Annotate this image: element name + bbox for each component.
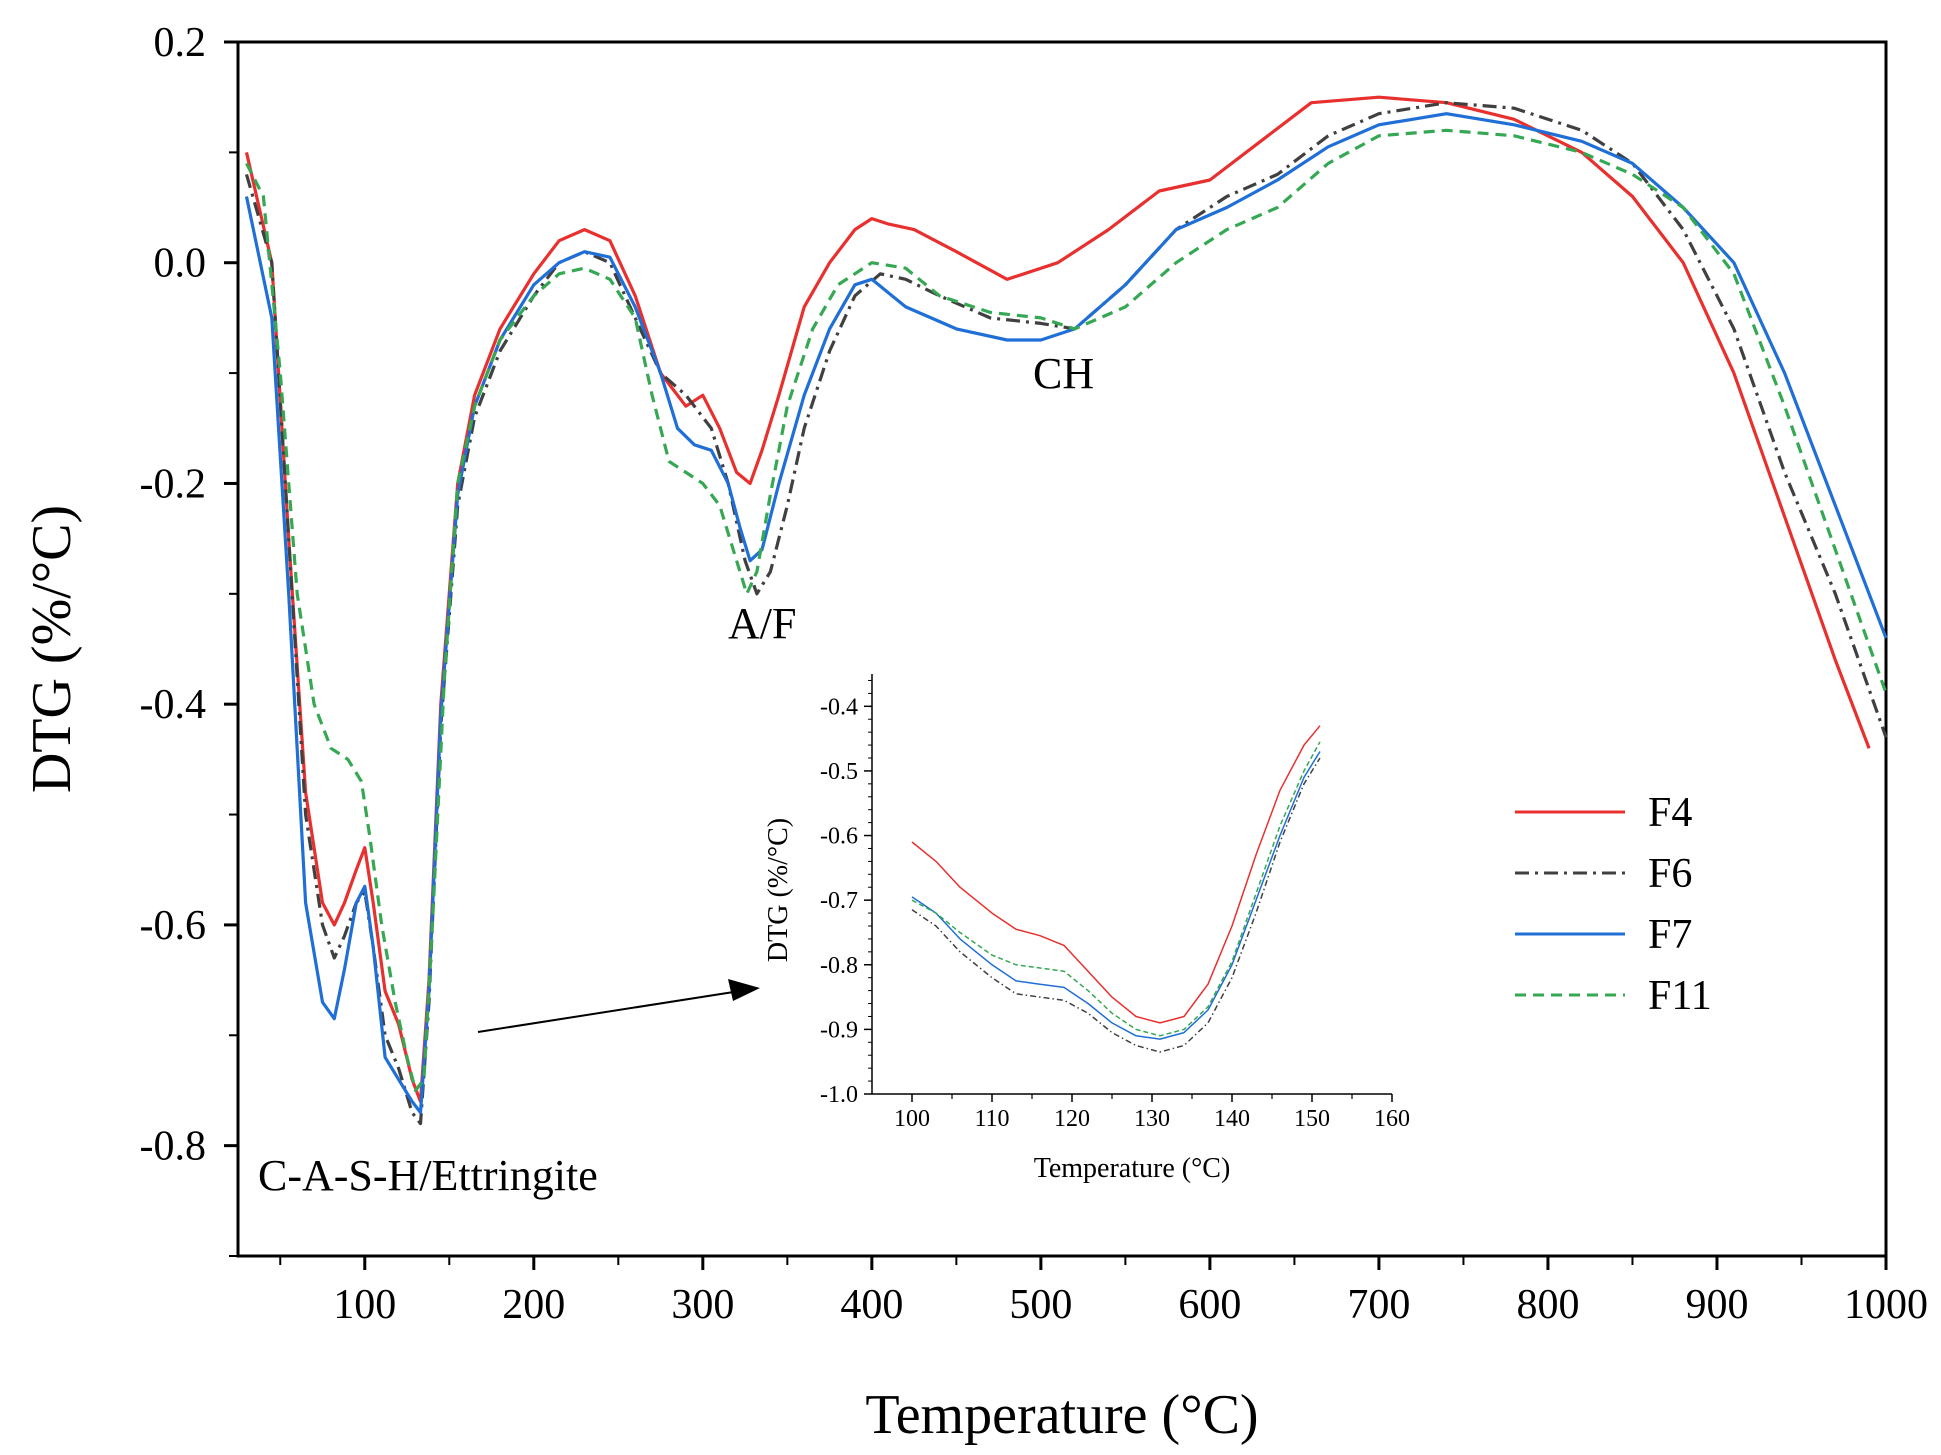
legend-item-f4: F4 <box>1515 790 1692 836</box>
x-tick-label: 1000 <box>1844 1282 1928 1328</box>
main-y-axis-label: DTG (%/°C) <box>21 505 83 793</box>
inset-series-line-f6 <box>911 757 1321 1053</box>
inset-axis-ticks: 100 110 120 130 140 150 160 -0.4 -0.5 -0.6 -0.7 -0.… <box>820 679 1410 1132</box>
main-plot-frame <box>236 40 1888 1258</box>
series-line-f7 <box>244 112 1888 1115</box>
y-tick-label: -0.2 <box>140 461 207 507</box>
inset-series-line-f4 <box>911 725 1321 1024</box>
inset-x-tick-label: 150 <box>1294 1106 1330 1132</box>
inset-y-tick-label: -1.0 <box>820 1082 858 1108</box>
legend-item-f7: F7 <box>1515 912 1692 958</box>
x-tick-label: 600 <box>1178 1282 1241 1328</box>
series-line-f4 <box>244 95 1871 1104</box>
inset-x-tick-label: 130 <box>1134 1106 1170 1132</box>
x-tick-label: 800 <box>1516 1282 1579 1328</box>
x-tick-label: 100 <box>333 1282 396 1328</box>
main-axis-ticks: 100 200 300 400 500 600 700 800 900 1000 0.2 0.0 -0.… <box>140 20 1929 1328</box>
inset-y-axis-label: DTG (%/°C) <box>763 818 794 962</box>
x-tick-label: 900 <box>1685 1282 1748 1328</box>
inset-x-tick-label: 140 <box>1214 1106 1250 1132</box>
annotation-af: A/F <box>728 599 796 648</box>
legend-item-f6: F6 <box>1515 851 1692 897</box>
inset-plot: 100 110 120 130 140 150 160 -0.4 -0.5 -0.6 -0.7 -0.… <box>763 674 1410 1184</box>
inset-x-tick-label: 100 <box>894 1106 930 1132</box>
main-x-axis-label: Temperature (°C) <box>865 1384 1258 1446</box>
y-tick-label: -0.8 <box>140 1124 207 1170</box>
x-tick-label: 200 <box>502 1282 565 1328</box>
legend-label-f6: F6 <box>1648 851 1692 897</box>
y-tick-label: -0.6 <box>140 903 207 949</box>
inset-series-line-f11 <box>911 741 1321 1037</box>
inset-x-tick-label: 110 <box>974 1106 1009 1132</box>
inset-pointer-arrow <box>477 979 760 1033</box>
legend-label-f4: F4 <box>1648 790 1692 836</box>
annotation-ch: CH <box>1033 349 1094 398</box>
x-tick-label: 400 <box>840 1282 903 1328</box>
inset-y-tick-label: -0.5 <box>820 759 858 785</box>
legend-item-f11: F11 <box>1515 973 1712 1019</box>
inset-series-line-f7 <box>911 751 1321 1040</box>
inset-y-tick-label: -0.4 <box>820 694 858 720</box>
series-line-f11 <box>245 128 1888 1093</box>
inset-x-tick-label: 160 <box>1374 1106 1410 1132</box>
inset-x-axis-label: Temperature (°C) <box>1034 1153 1231 1184</box>
y-tick-label: 0.2 <box>154 20 207 66</box>
inset-y-tick-label: -0.8 <box>820 953 858 979</box>
inset-y-tick-label: -0.6 <box>820 824 858 850</box>
inset-x-tick-label: 120 <box>1054 1106 1090 1132</box>
annotation-cash-ettringite: C-A-S-H/Ettringite <box>258 1151 598 1200</box>
main-plot: 100 200 300 400 500 600 700 800 900 1000 0.2 0.0 -0.… <box>21 20 1928 1446</box>
legend-label-f7: F7 <box>1648 912 1692 958</box>
y-tick-label: -0.4 <box>140 682 207 728</box>
x-tick-label: 500 <box>1009 1282 1072 1328</box>
main-series-group <box>244 95 1888 1126</box>
x-tick-label: 300 <box>671 1282 734 1328</box>
inset-y-tick-label: -0.9 <box>820 1017 858 1043</box>
legend: F4 F6 F7 F11 <box>1515 790 1712 1019</box>
inset-y-tick-label: -0.7 <box>820 888 858 914</box>
y-tick-label: 0.0 <box>154 241 207 287</box>
inset-series-group <box>911 725 1321 1053</box>
x-tick-label: 700 <box>1347 1282 1410 1328</box>
legend-label-f11: F11 <box>1648 973 1712 1019</box>
